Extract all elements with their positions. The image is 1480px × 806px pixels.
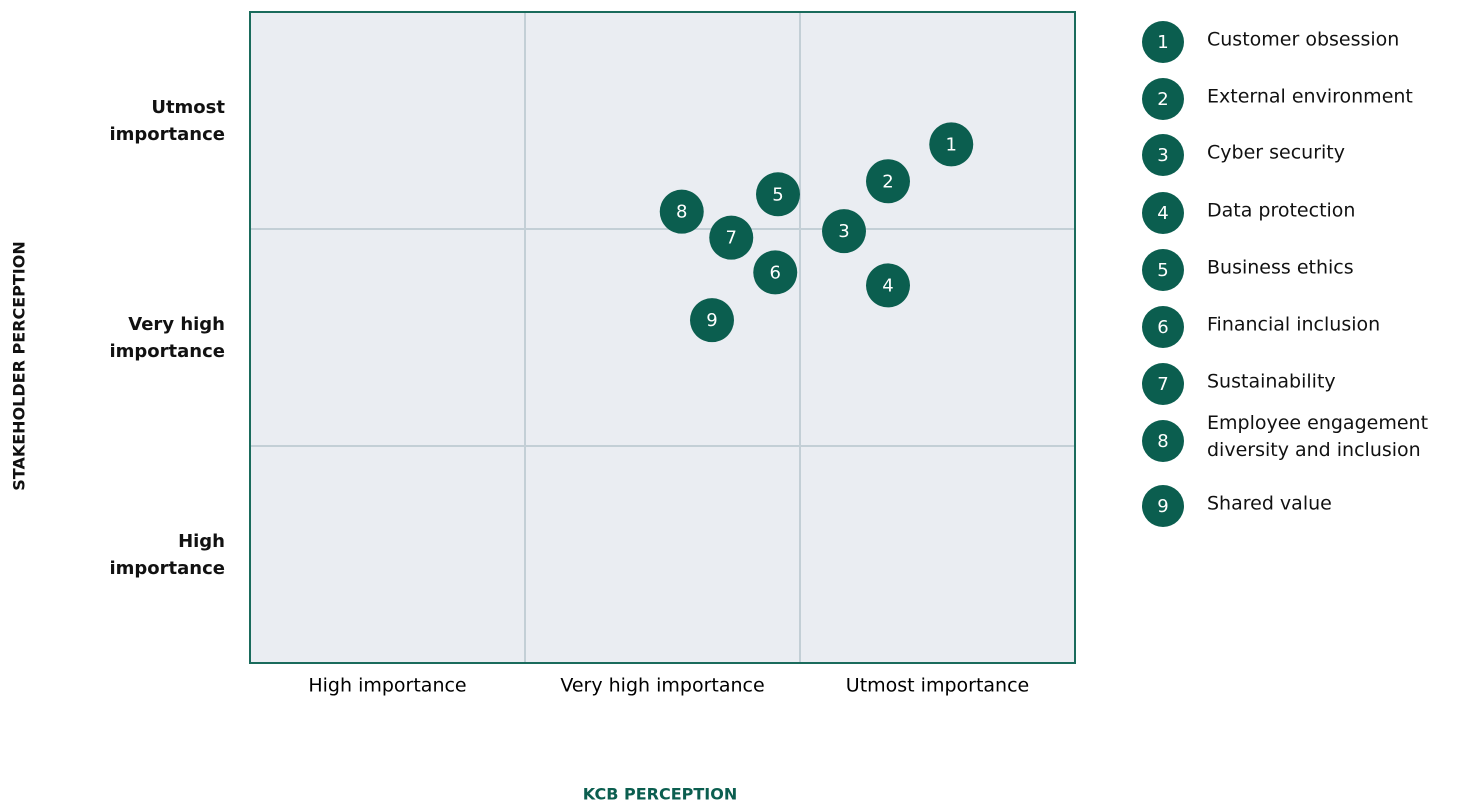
legend-item: 7: [1142, 363, 1184, 405]
legend-number: 8: [1157, 431, 1168, 452]
point-label: 1: [946, 134, 957, 155]
x-tick-label: Very high importance: [560, 675, 764, 697]
legend-marker: [1142, 78, 1184, 120]
point-label: 6: [770, 262, 781, 283]
plot-border: [249, 11, 1076, 664]
y-tick-label: High importance: [109, 530, 226, 579]
legend-number: 9: [1157, 496, 1168, 517]
x-axis-title: KCB PERCEPTION: [583, 785, 737, 804]
point-marker: [756, 172, 800, 217]
legend-item: 8: [1142, 420, 1184, 462]
legend-label: External environment: [1207, 85, 1413, 108]
point-marker: [709, 215, 754, 260]
point-label: 5: [772, 184, 783, 205]
point: 9: [690, 298, 734, 343]
point: 2: [866, 159, 910, 204]
point-marker: [659, 189, 704, 234]
y-axis-title: STAKEHOLDER PERCEPTION: [10, 241, 29, 490]
legend-label: Employee engagement diversity and inclus…: [1207, 412, 1429, 461]
legend-label: Data protection: [1207, 199, 1356, 222]
point: 4: [866, 263, 910, 308]
x-tick-label: High importance: [308, 675, 466, 697]
legend-item: 5: [1142, 249, 1184, 291]
legend-label: Business ethics: [1207, 256, 1354, 279]
point-marker: [753, 250, 798, 295]
legend-marker: [1142, 485, 1184, 527]
legend-label: Cyber security: [1207, 141, 1345, 164]
legend-item: 9: [1142, 485, 1184, 527]
y-tick-label: Utmost importance: [109, 96, 226, 145]
point-marker: [929, 122, 974, 167]
legend-label: Sustainability: [1207, 370, 1336, 393]
legend-number: 6: [1157, 317, 1168, 338]
legend-marker: [1142, 249, 1184, 291]
point-marker: [690, 298, 734, 343]
point: 6: [753, 250, 798, 295]
point-marker: [866, 263, 910, 308]
legend-number: 4: [1157, 203, 1168, 224]
legend-number: 2: [1157, 89, 1168, 110]
legend-label: Customer obsession: [1207, 28, 1400, 51]
legend-label: Shared value: [1207, 492, 1332, 515]
point-label: 9: [706, 310, 717, 331]
legend-item: 6: [1142, 306, 1184, 348]
legend-number: 3: [1157, 145, 1168, 166]
point: 1: [929, 122, 974, 167]
point-label: 4: [882, 275, 893, 296]
point: 8: [659, 189, 704, 234]
legend-item: 2: [1142, 78, 1184, 120]
legend-number: 7: [1157, 374, 1168, 395]
point-marker: [866, 159, 910, 204]
legend-marker: [1142, 21, 1184, 63]
legend-marker: [1142, 134, 1184, 176]
legend-item: 4: [1142, 192, 1184, 234]
x-tick-label: Utmost importance: [846, 675, 1029, 697]
legend-marker: [1142, 306, 1184, 348]
point: 5: [756, 172, 800, 217]
legend-number: 1: [1157, 32, 1168, 53]
legend-marker: [1142, 420, 1184, 462]
legend-item: 1: [1142, 21, 1184, 63]
point-label: 2: [882, 171, 893, 192]
legend-marker: [1142, 363, 1184, 405]
legend-item: 3: [1142, 134, 1184, 176]
point: 7: [709, 215, 754, 260]
point-label: 7: [726, 228, 737, 249]
legend-number: 5: [1157, 260, 1168, 281]
point-marker: [822, 209, 866, 254]
point: 3: [822, 209, 866, 254]
y-tick-label: Very high importance: [109, 313, 226, 362]
legend-label: Financial inclusion: [1207, 313, 1381, 336]
point-label: 3: [838, 221, 849, 242]
point-label: 8: [676, 202, 687, 223]
plot-area: [250, 12, 1075, 663]
legend-marker: [1142, 192, 1184, 234]
